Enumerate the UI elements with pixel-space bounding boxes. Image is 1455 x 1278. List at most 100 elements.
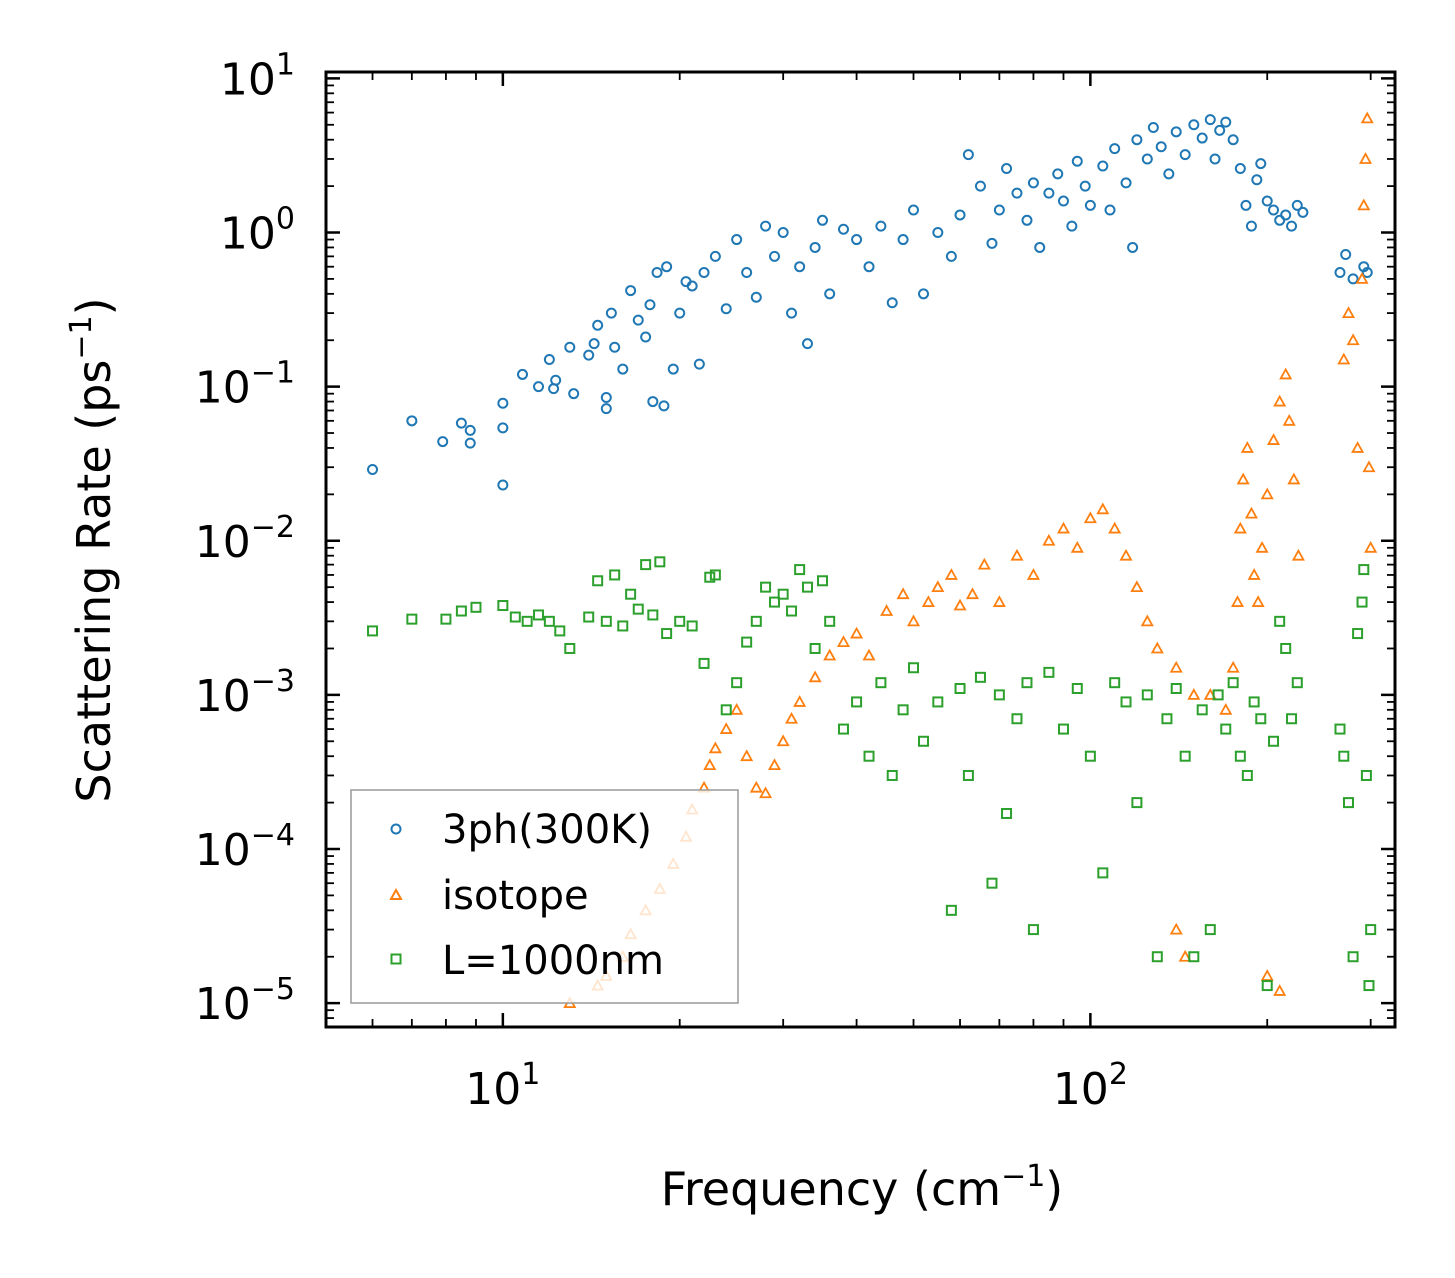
square-point xyxy=(1280,642,1292,654)
square-point xyxy=(1043,666,1055,678)
circle-point xyxy=(644,299,656,311)
triangle-point xyxy=(992,595,1006,607)
triangle-point xyxy=(1010,548,1024,561)
square-point xyxy=(1057,723,1069,735)
triangle-point xyxy=(896,587,910,600)
square-point xyxy=(1241,769,1253,781)
square-point xyxy=(1109,677,1121,689)
triangle-point xyxy=(1236,472,1250,485)
triangle-point xyxy=(944,568,958,580)
square-point xyxy=(1170,682,1182,694)
square-point xyxy=(470,601,482,613)
square-point xyxy=(801,581,813,593)
triangle-point xyxy=(1240,441,1254,453)
circle-point xyxy=(837,223,849,235)
triangle-point xyxy=(1364,540,1378,553)
triangle-point xyxy=(953,598,967,611)
square-point xyxy=(897,704,909,716)
square-point xyxy=(932,696,944,708)
triangle-point xyxy=(1291,548,1305,561)
square-point xyxy=(1248,696,1260,708)
circle-point xyxy=(1209,153,1221,165)
circle-point xyxy=(533,381,545,393)
circle-point xyxy=(1214,124,1226,136)
square-point xyxy=(1291,677,1303,689)
circle-point xyxy=(1227,134,1239,146)
circle-point xyxy=(583,349,595,361)
y-tick-label: 10−3 xyxy=(195,664,295,722)
circle-point xyxy=(1163,168,1175,180)
circle-point xyxy=(1043,187,1055,199)
square-point xyxy=(1001,807,1013,819)
square-point xyxy=(720,704,732,716)
square-point xyxy=(686,620,698,632)
square-point xyxy=(704,571,716,583)
triangle-point xyxy=(1108,521,1122,534)
plot-frame xyxy=(324,70,1397,1029)
circle-point xyxy=(954,209,966,221)
triangle-point xyxy=(1273,394,1287,407)
square-point xyxy=(1363,980,1375,992)
square-point xyxy=(974,671,986,683)
square-point xyxy=(760,581,772,593)
circle-point xyxy=(974,180,986,192)
triangle-point xyxy=(1359,152,1373,164)
legend: 3ph(300K) isotope L=1000nm xyxy=(350,789,739,1004)
circle-point xyxy=(851,234,863,246)
triangle-point xyxy=(793,695,807,707)
circle-point xyxy=(1240,199,1252,211)
circle-point xyxy=(1001,163,1013,175)
square-point xyxy=(654,556,666,568)
y-axis-label: Scattering Rate (ps−1) xyxy=(64,297,121,802)
triangle-point xyxy=(1140,614,1154,627)
circle-point xyxy=(1052,168,1064,180)
triangle-point xyxy=(708,741,722,754)
circle-point xyxy=(932,227,944,239)
circle-point xyxy=(1234,163,1246,175)
square-point xyxy=(1255,713,1267,725)
square-point xyxy=(455,605,467,617)
square-point xyxy=(786,605,798,617)
circle-point xyxy=(760,220,772,232)
circle-point xyxy=(986,237,998,249)
square-point xyxy=(962,769,974,781)
triangle-point xyxy=(1169,660,1183,673)
square-point xyxy=(1342,797,1354,809)
square-point xyxy=(640,559,652,571)
y-tick-label: 100 xyxy=(220,202,295,260)
circle-point xyxy=(824,288,836,300)
circle-point xyxy=(661,261,673,273)
circle-point xyxy=(875,220,887,232)
circle-point xyxy=(497,397,509,409)
square-point xyxy=(731,677,743,689)
square-point xyxy=(1196,704,1208,716)
triangle-point xyxy=(1026,568,1040,580)
circle-point xyxy=(464,437,476,449)
square-point xyxy=(1071,682,1083,694)
circle-point xyxy=(1141,153,1153,165)
circle-point xyxy=(962,149,974,161)
circle-point xyxy=(1340,248,1352,260)
square-point xyxy=(1204,924,1216,936)
circle-point xyxy=(497,422,509,434)
triangle-point xyxy=(1187,688,1201,700)
circle-point xyxy=(1334,267,1346,279)
triangle-point xyxy=(931,580,945,593)
triangle-point xyxy=(1362,460,1376,473)
triangle-point xyxy=(965,587,980,600)
circle-point xyxy=(667,363,679,375)
circle-point xyxy=(741,267,753,279)
square-point xyxy=(609,569,621,581)
circle-point xyxy=(1361,267,1373,279)
circle-point xyxy=(1120,177,1132,189)
square-point xyxy=(709,569,721,581)
triangle-point xyxy=(1273,984,1287,996)
triangle-point xyxy=(1260,487,1274,500)
y-tick-label: 10−5 xyxy=(195,972,295,1030)
triangle-point xyxy=(1351,441,1365,453)
triangle-point xyxy=(1267,433,1281,445)
triangle-point xyxy=(1219,702,1233,715)
triangle-point xyxy=(719,722,733,734)
circle-point xyxy=(632,314,644,326)
circle-point xyxy=(658,400,670,412)
